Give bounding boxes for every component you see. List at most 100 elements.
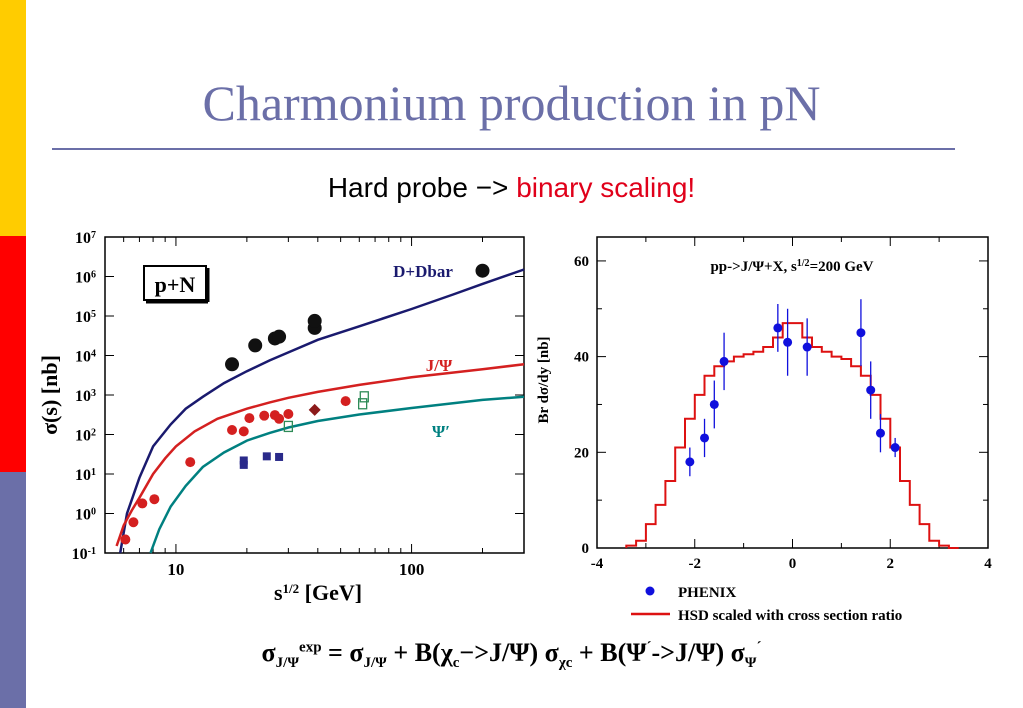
formula-sup: ´	[756, 639, 762, 656]
formula-part: = σ	[321, 638, 364, 667]
formula-sub: c	[452, 655, 460, 672]
chart2-point	[783, 337, 793, 347]
formula-sub: J/Ψ	[363, 655, 387, 672]
chart1-point	[340, 396, 351, 407]
chart1-y-tick-label: 101	[75, 467, 96, 485]
formula-part: + B(χ	[386, 638, 453, 667]
chart2-title: pp->J/Ψ+X, s1/2=200 GeV	[710, 258, 873, 276]
chart1-y-tick-label: 100	[75, 506, 96, 524]
chart1-point	[137, 498, 148, 509]
chart1-point	[238, 426, 249, 437]
chart2-y-tick-label: 20	[574, 445, 589, 461]
stripe-red	[0, 236, 26, 472]
chart2-y-label: Br dσ/dy [nb]	[536, 336, 552, 423]
stripe-yellow	[0, 0, 26, 236]
formula-part: + B(Ψ	[572, 638, 647, 667]
chart1-panel-box	[143, 265, 207, 301]
chart2-legend-marker	[645, 586, 655, 596]
chart1-curve	[115, 363, 525, 547]
formula-sup: ´	[646, 639, 652, 656]
chart1-point	[149, 494, 160, 505]
chart2-legend-label: PHENIX	[678, 585, 737, 601]
chart1-y-tick-label: 10-1	[72, 546, 96, 564]
chart2-frame	[596, 236, 989, 549]
chart2-y-tick-label: 60	[574, 254, 589, 270]
formula-part: σ	[261, 638, 276, 667]
chart2-hsd-step	[625, 322, 959, 549]
chart1-x-tick-label: 100	[399, 560, 425, 579]
chart2-x-tick-label: 4	[984, 556, 992, 572]
chart1-point	[239, 460, 248, 469]
subtitle-arrow: −>	[475, 172, 509, 203]
chart1-point	[275, 452, 284, 461]
chart1-point	[185, 457, 196, 468]
chart1-point	[283, 420, 294, 433]
formula-sub: χc	[558, 655, 573, 672]
chart1-point	[475, 263, 490, 278]
chart1-point	[283, 409, 294, 420]
chart2-point	[875, 428, 885, 438]
chart2-point	[890, 443, 900, 453]
chart1-y-tick-label: 107	[75, 230, 96, 248]
chart2-y-tick-label: 0	[582, 541, 590, 557]
chart1-point	[272, 329, 287, 344]
chart1-curve-label: J/Ψ	[426, 356, 453, 375]
chart1-point	[359, 391, 369, 403]
chart1-curve	[118, 268, 525, 554]
stripe-purple	[0, 472, 26, 708]
chart2-y-tick-label: 40	[574, 350, 589, 366]
formula-sub: J/Ψ	[275, 655, 300, 672]
chart1-point	[308, 403, 321, 416]
chart1-y-tick-label: 103	[75, 388, 96, 406]
chart1-point	[274, 413, 285, 424]
chart2-legend-label: HSD scaled with cross section ratio	[678, 608, 902, 624]
chart1-point	[128, 517, 139, 528]
chart1-curve-label: D+Dbar	[393, 262, 453, 281]
chart1-panel-label: p+N	[155, 272, 196, 297]
chart1-point	[120, 534, 131, 545]
chart2-point	[773, 323, 783, 333]
chart2-x-tick-label: 0	[789, 556, 797, 572]
slide-title: Charmonium production in pN	[202, 75, 821, 131]
formula-part: ->J/Ψ) σ	[651, 638, 745, 667]
chart1-y-tick-label: 102	[75, 427, 96, 445]
chart1-layer: 10 100 10-1 100 101 102 103 104 105 106 107 s1/2 [G…	[37, 230, 525, 605]
chart2-x-tick-label: -4	[591, 556, 604, 572]
formula-part: −>J/Ψ) σ	[459, 638, 559, 667]
chart1-point	[358, 398, 368, 410]
chart1-y-label: σ(s) [nb]	[37, 355, 62, 435]
chart1-point	[307, 313, 322, 328]
chart2-x-tick-label: -2	[689, 556, 702, 572]
chart2-point	[866, 385, 876, 395]
chart1-y-tick-label: 105	[75, 309, 96, 327]
title-rule	[52, 148, 955, 150]
chart1-point	[248, 338, 263, 353]
chart1-x-label: s1/2 [GeV]	[274, 580, 362, 605]
chart1-point	[244, 413, 255, 424]
chart2-point	[685, 457, 695, 467]
chart2-point	[719, 356, 729, 366]
chart2-x-tick-label: 2	[887, 556, 895, 572]
chart2-point	[802, 342, 812, 352]
subtitle-red: binary scaling!	[516, 172, 696, 203]
chart1-point	[225, 357, 240, 372]
chart1-x-tick-label: 10	[167, 560, 184, 579]
formula-sub: Ψ	[744, 655, 757, 672]
chart1-curve-label: Ψ′	[432, 422, 450, 441]
formula-sup: exp	[299, 639, 322, 656]
chart1-point	[262, 452, 271, 461]
formula: σJ/Ψexp = σJ/Ψ + B(χc−>J/Ψ) σχc + B(Ψ´->…	[0, 638, 1023, 672]
chart1-curve	[149, 395, 525, 554]
chart1-y-tick-label: 106	[75, 269, 96, 287]
chart1-point	[259, 410, 270, 421]
subtitle-black: Hard probe	[327, 172, 476, 203]
chart2-point	[709, 399, 719, 409]
slide-subtitle: Hard probe −> binary scaling!	[0, 172, 1023, 204]
chart1-point	[227, 424, 238, 435]
chart1-point	[239, 456, 248, 465]
chart2-point	[700, 433, 710, 443]
chart2-point	[856, 328, 866, 338]
